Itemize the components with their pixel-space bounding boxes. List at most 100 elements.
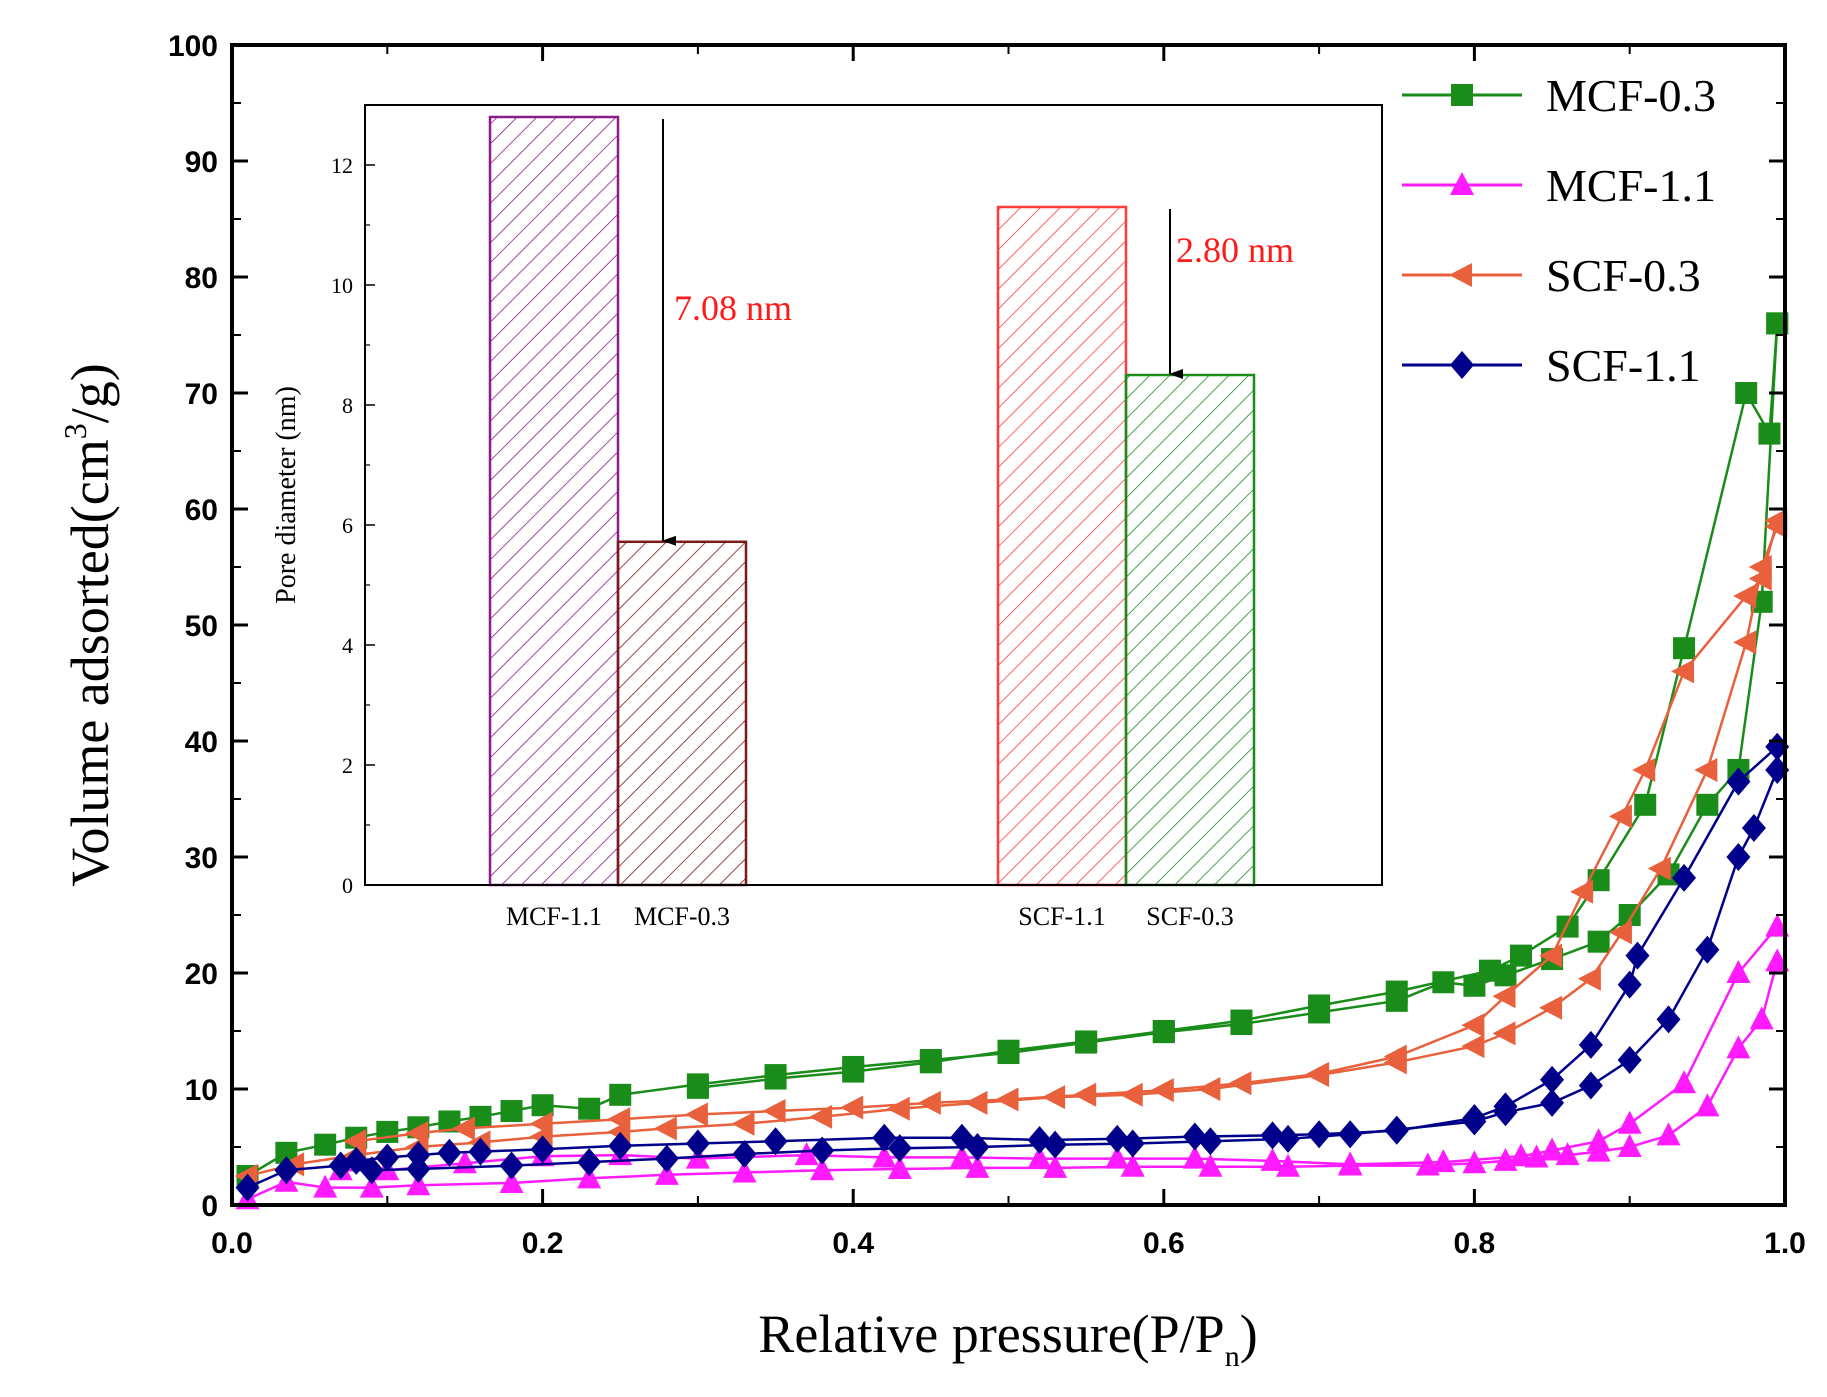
data-point xyxy=(1462,1104,1487,1132)
data-point xyxy=(1027,1145,1052,1169)
y-tick-label: 70 xyxy=(185,378,218,411)
data-point xyxy=(530,1135,555,1164)
data-point xyxy=(654,1161,679,1185)
x-tick-label: 0.4 xyxy=(832,1227,874,1260)
data-point xyxy=(1726,1035,1751,1059)
data-point xyxy=(995,1087,1019,1112)
x-tick-label: 1.0 xyxy=(1764,1227,1806,1260)
data-point xyxy=(887,1134,912,1163)
data-point xyxy=(809,1104,833,1129)
data-point xyxy=(949,1123,974,1152)
data-point xyxy=(314,1133,337,1156)
data-point xyxy=(406,1141,431,1170)
data-point xyxy=(1105,1124,1130,1153)
data-point xyxy=(997,1039,1020,1062)
x-tick-labels: 0.0 0.2 0.4 0.6 0.8 1.0 xyxy=(211,1227,1806,1260)
data-point xyxy=(872,1123,897,1152)
legend-item: MCF-0.3 xyxy=(1402,70,1716,121)
data-point xyxy=(344,1146,369,1175)
data-point xyxy=(529,1111,553,1136)
data-point xyxy=(1120,1153,1145,1177)
data-point xyxy=(1509,944,1532,967)
data-point xyxy=(1733,584,1757,608)
data-point xyxy=(1540,1137,1565,1161)
data-point xyxy=(1766,312,1789,335)
inset-bar-mcf-0-3 xyxy=(616,540,748,887)
data-point xyxy=(763,1127,788,1156)
inset-y-axis-title: Pore diameter (nm) xyxy=(271,386,302,604)
data-point xyxy=(376,1120,399,1143)
data-point xyxy=(1617,1134,1642,1157)
inset-bars xyxy=(488,115,1256,887)
inset-y-tick-label: 8 xyxy=(342,393,353,418)
data-point xyxy=(406,1172,431,1196)
data-point xyxy=(275,1141,298,1164)
data-point xyxy=(1385,980,1408,1003)
data-point xyxy=(1634,793,1657,816)
data-point xyxy=(375,1143,400,1172)
legend-marker xyxy=(1451,84,1473,106)
data-point xyxy=(1694,758,1718,782)
inset-y-tick-label: 4 xyxy=(342,633,353,658)
data-point xyxy=(1556,915,1579,938)
data-point xyxy=(1462,1150,1487,1174)
data-point xyxy=(499,1151,524,1180)
data-point xyxy=(1230,1009,1253,1032)
data-point xyxy=(1617,1110,1642,1134)
data-point xyxy=(965,1154,990,1178)
data-point xyxy=(1608,804,1632,829)
inset-bar-scf-1-1 xyxy=(996,205,1128,887)
data-point xyxy=(1656,1005,1681,1034)
y-tick-label: 0 xyxy=(201,1190,218,1223)
data-point xyxy=(1540,1088,1565,1117)
y-tick-labels: 0 10 20 30 40 50 60 70 80 90 100 xyxy=(168,30,218,1223)
data-point xyxy=(1695,1093,1720,1117)
data-point xyxy=(1578,1030,1603,1059)
legend-item: SCF-1.1 xyxy=(1402,340,1701,391)
data-point xyxy=(343,1129,367,1154)
data-point xyxy=(964,1090,988,1115)
data-point xyxy=(917,1090,941,1115)
inset-category-label: SCF-0.3 xyxy=(1146,902,1233,931)
data-point xyxy=(1152,1020,1175,1042)
data-point xyxy=(1308,994,1331,1017)
data-point xyxy=(1260,1147,1285,1171)
y-tick-label: 80 xyxy=(185,262,218,295)
data-point xyxy=(1043,1154,1068,1178)
data-point xyxy=(1758,422,1781,445)
inset-bar-chart: 0 2 4 6 8 10 12 MCF-1.1 MCF-0.3 SCF-1.1 SCF-0.3 P… xyxy=(271,104,1383,931)
data-point xyxy=(732,1139,757,1168)
data-point xyxy=(1749,1006,1774,1030)
data-point xyxy=(1672,863,1697,892)
y-tick-label: 60 xyxy=(185,494,218,527)
data-point xyxy=(1764,508,1788,533)
axis-ticks xyxy=(230,43,1787,1207)
inset-bar-mcf-1-1 xyxy=(488,115,620,887)
inset-y-tick-label: 10 xyxy=(331,273,353,298)
data-point xyxy=(653,1116,677,1141)
inset-y-tick-label: 6 xyxy=(342,513,353,538)
data-point xyxy=(1695,935,1720,964)
data-point xyxy=(1726,843,1751,871)
series-mcf-0-3 xyxy=(236,312,1789,1187)
data-point xyxy=(810,1136,835,1165)
data-point xyxy=(685,1129,710,1158)
inset-y-tick-label: 12 xyxy=(331,153,353,178)
legend-marker xyxy=(1449,263,1472,287)
data-point xyxy=(1461,1034,1485,1059)
data-point xyxy=(1042,1085,1066,1110)
y-tick-label: 20 xyxy=(185,958,218,991)
legend: MCF-0.3 MCF-1.1 SCF-0.3 SCF-1.1 xyxy=(1402,70,1716,391)
data-point xyxy=(1182,1145,1207,1169)
data-point xyxy=(577,1165,602,1189)
inset-y-tick-label: 0 xyxy=(342,873,353,898)
data-point xyxy=(1539,943,1563,968)
y-tick-label: 50 xyxy=(185,610,218,643)
data-point xyxy=(607,1107,631,1132)
inset-category-label: MCF-0.3 xyxy=(634,902,730,931)
data-point xyxy=(235,1173,260,1202)
data-point xyxy=(1432,971,1455,994)
data-point xyxy=(764,1067,787,1090)
data-point xyxy=(1338,1151,1363,1175)
